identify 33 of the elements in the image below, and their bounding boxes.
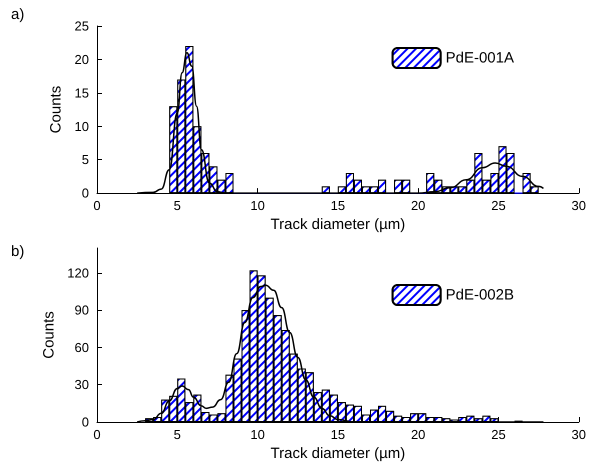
y-tick-label: 90 (74, 302, 89, 318)
x-tick-label: 10 (250, 198, 265, 214)
y-tick-label: 0 (82, 414, 89, 430)
x-tick-label: 30 (572, 427, 586, 442)
y-axis-title: Counts (48, 86, 65, 134)
x-tick-label: 0 (93, 427, 101, 442)
x-tick-label: 5 (174, 427, 181, 442)
x-tick-label: 20 (410, 427, 426, 442)
x-tick-label: 25 (491, 427, 506, 442)
chart-title: a) (11, 6, 24, 23)
x-tick-label: 5 (174, 198, 181, 214)
y-tick-label: 5 (82, 152, 89, 168)
y-tick-label: 30 (74, 377, 89, 392)
x-tick-label: 30 (572, 198, 586, 214)
y-tick-label: 0 (82, 186, 89, 201)
x-tick-label: 0 (93, 198, 101, 214)
x-tick-label: 10 (250, 427, 265, 442)
y-tick-label: 15 (74, 85, 89, 100)
x-tick-label: 15 (330, 198, 346, 214)
x-tick-label: 20 (410, 198, 426, 214)
legend-label: PdE-001A (446, 50, 514, 66)
y-tick-label: 25 (74, 18, 89, 34)
legend-label: PdE-002B (446, 286, 514, 304)
y-axis-title: Counts (40, 311, 58, 359)
y-tick-label: 60 (74, 340, 89, 355)
x-tick-label: 15 (330, 427, 346, 442)
y-tick-label: 120 (67, 265, 89, 280)
x-tick-label: 25 (491, 198, 506, 214)
y-tick-label: 20 (74, 52, 89, 67)
chart-title: b) (11, 243, 24, 260)
x-axis-title: Track diameter (µm) (270, 216, 406, 233)
x-axis-title: Track diameter (µm) (270, 444, 406, 462)
y-tick-label: 10 (74, 118, 89, 134)
